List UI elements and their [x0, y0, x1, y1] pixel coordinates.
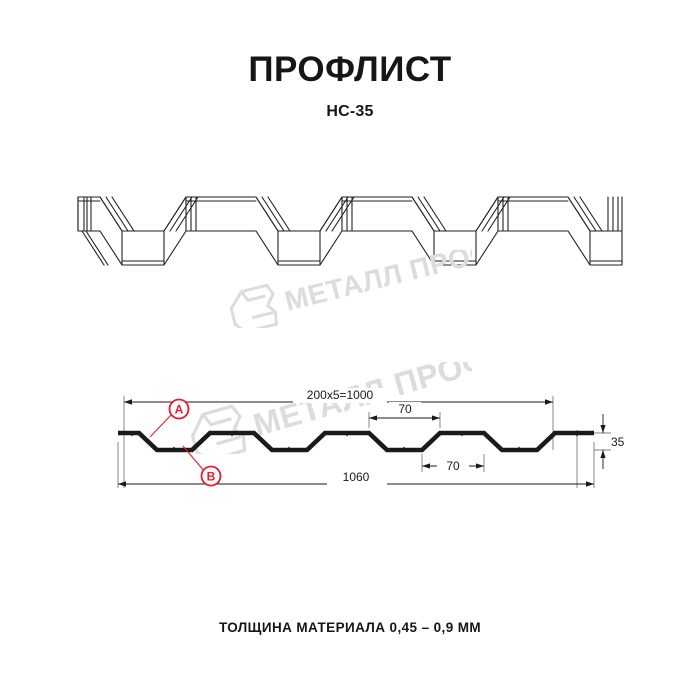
dimension-overall-width: 1060 — [118, 470, 594, 487]
profile-outline — [118, 430, 594, 453]
profile-stiffener-ribs — [128, 431, 581, 452]
isometric-view — [60, 185, 640, 330]
material-thickness-text: ТОЛЩИНА МАТЕРИАЛА 0,45 – 0,9 ММ — [218, 620, 482, 635]
dimension-label-profile-height: 35 — [611, 435, 625, 449]
page-header: ПРОФЛИСТ НС-35 — [0, 50, 700, 121]
callout-a-label: A — [175, 403, 184, 417]
dimension-bottom-flange: 70 — [421, 454, 485, 473]
dimension-label-overall-pitch: 200x5=1000 — [307, 388, 374, 402]
cross-section-view: 200x5=1000 — [95, 380, 625, 510]
page-title: ПРОФЛИСТ — [248, 50, 452, 89]
callout-b: B — [182, 445, 222, 487]
dimension-overall-pitch: 200x5=1000 — [124, 388, 553, 405]
callout-a: A — [149, 398, 190, 438]
page-footer: ТОЛЩИНА МАТЕРИАЛА 0,45 – 0,9 ММ — [0, 620, 700, 635]
dimension-profile-height: 35 — [594, 414, 625, 469]
callout-b-label: B — [207, 470, 216, 484]
dimension-top-flange: 70 — [368, 402, 441, 428]
product-code: НС-35 — [326, 102, 374, 120]
dimension-label-overall-width: 1060 — [343, 470, 370, 484]
dimension-label-bottom-flange: 70 — [446, 459, 460, 473]
isometric-sheet-outline — [77, 196, 623, 266]
dimension-label-top-flange: 70 — [398, 402, 412, 416]
